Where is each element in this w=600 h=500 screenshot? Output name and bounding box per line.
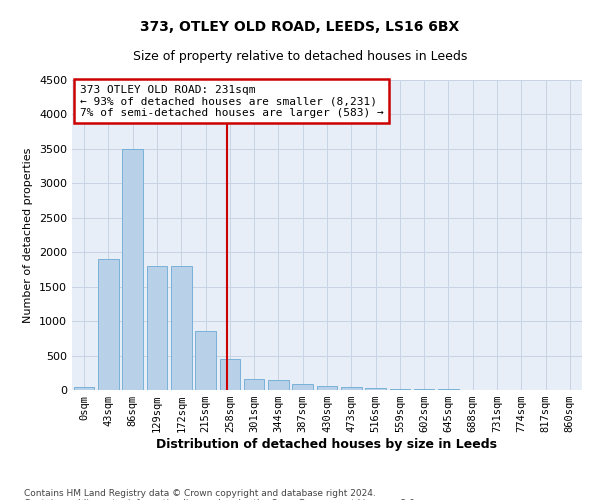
Y-axis label: Number of detached properties: Number of detached properties bbox=[23, 148, 34, 322]
Bar bbox=[341, 386, 362, 390]
Bar bbox=[74, 386, 94, 390]
Bar bbox=[195, 332, 216, 390]
Bar bbox=[244, 379, 265, 390]
Bar bbox=[98, 259, 119, 390]
Bar bbox=[365, 388, 386, 390]
Bar bbox=[171, 266, 191, 390]
Bar bbox=[268, 380, 289, 390]
X-axis label: Distribution of detached houses by size in Leeds: Distribution of detached houses by size … bbox=[157, 438, 497, 451]
Text: 373 OTLEY OLD ROAD: 231sqm
← 93% of detached houses are smaller (8,231)
7% of se: 373 OTLEY OLD ROAD: 231sqm ← 93% of deta… bbox=[80, 84, 383, 118]
Bar bbox=[317, 386, 337, 390]
Text: 373, OTLEY OLD ROAD, LEEDS, LS16 6BX: 373, OTLEY OLD ROAD, LEEDS, LS16 6BX bbox=[140, 20, 460, 34]
Bar bbox=[414, 389, 434, 390]
Bar bbox=[292, 384, 313, 390]
Text: Contains HM Land Registry data © Crown copyright and database right 2024.: Contains HM Land Registry data © Crown c… bbox=[24, 488, 376, 498]
Bar bbox=[389, 388, 410, 390]
Text: Size of property relative to detached houses in Leeds: Size of property relative to detached ho… bbox=[133, 50, 467, 63]
Bar bbox=[122, 149, 143, 390]
Text: Contains public sector information licensed under the Open Government Licence v3: Contains public sector information licen… bbox=[24, 498, 418, 500]
Bar bbox=[220, 359, 240, 390]
Bar bbox=[146, 266, 167, 390]
